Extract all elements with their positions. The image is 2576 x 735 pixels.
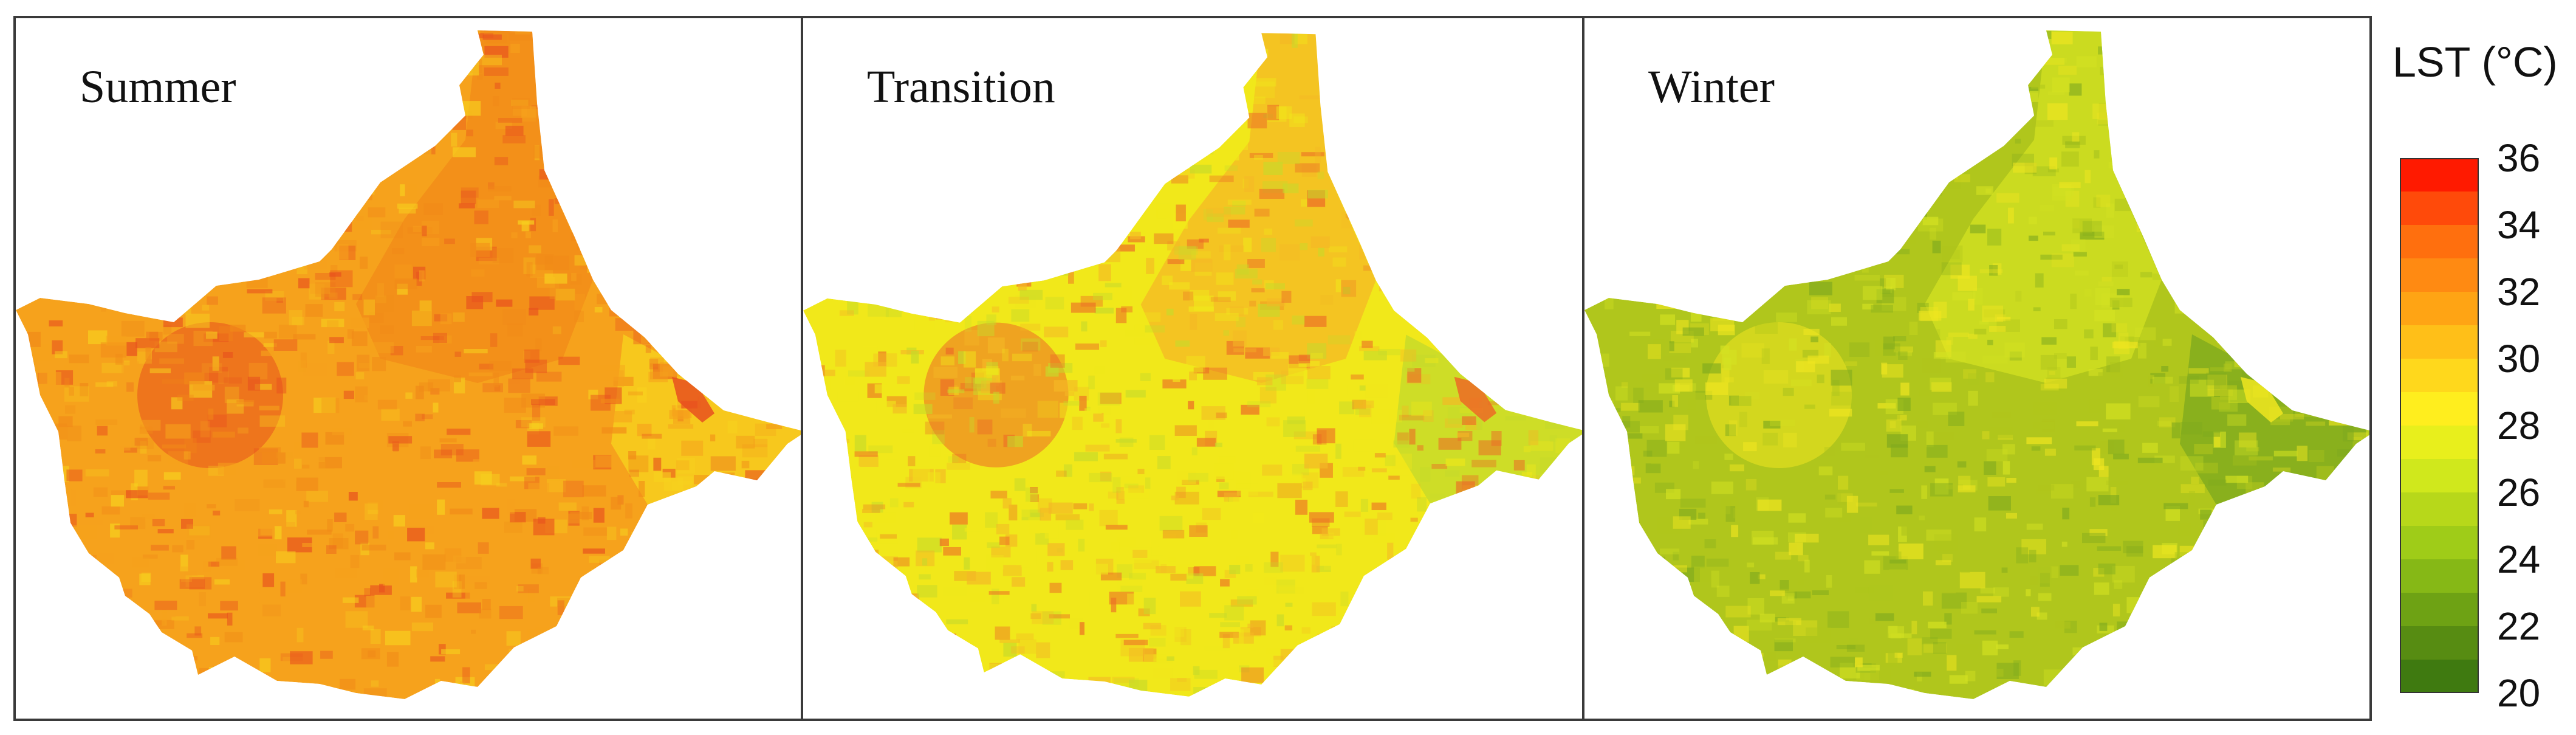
- panel-title: Transition: [867, 61, 1055, 112]
- legend-tick-label: 28: [2497, 404, 2541, 447]
- legend-tick-label: 26: [2497, 471, 2541, 514]
- map-panel-transition: Transition: [801, 16, 1584, 721]
- legend-swatch: [2400, 192, 2479, 226]
- legend-swatch: [2400, 559, 2479, 593]
- panel-title: Summer: [80, 61, 236, 112]
- map-region: [16, 30, 801, 699]
- legend-swatch: [2400, 526, 2479, 560]
- map-panel-winter: Winter: [1582, 16, 2372, 721]
- lst-map-summer: [16, 30, 801, 699]
- legend-swatch: [2400, 593, 2479, 627]
- lst-map-transition: [803, 33, 1582, 697]
- lst-map-winter: [1584, 30, 2369, 699]
- legend-tick-label: 30: [2497, 337, 2541, 381]
- legend-swatch: [2400, 325, 2479, 359]
- legend-swatch: [2400, 492, 2479, 526]
- legend-tick-label: 22: [2497, 604, 2541, 648]
- map-region: [803, 33, 1582, 697]
- map-panel-summer: Summer: [13, 16, 803, 721]
- legend-tick-label: 24: [2497, 537, 2541, 581]
- panel-title: Winter: [1648, 61, 1775, 112]
- legend-swatch: [2400, 426, 2479, 460]
- legend-swatch: [2400, 392, 2479, 426]
- legend-color-bar: [2400, 158, 2479, 693]
- legend-swatch: [2400, 359, 2479, 393]
- legend-tick-label: 32: [2497, 270, 2541, 314]
- legend-swatch: [2400, 660, 2479, 693]
- legend-swatch: [2400, 258, 2479, 292]
- legend-swatch: [2400, 225, 2479, 259]
- legend-swatch: [2400, 459, 2479, 493]
- legend-tick-label: 36: [2497, 136, 2541, 180]
- map-region: [1584, 30, 2369, 699]
- legend-title: LST (°C): [2393, 38, 2558, 86]
- legend-swatch: [2400, 626, 2479, 660]
- legend-tick-label: 34: [2497, 203, 2541, 247]
- legend-tick-label: 20: [2497, 671, 2541, 715]
- legend-swatch: [2400, 292, 2479, 326]
- legend-swatch: [2400, 158, 2479, 192]
